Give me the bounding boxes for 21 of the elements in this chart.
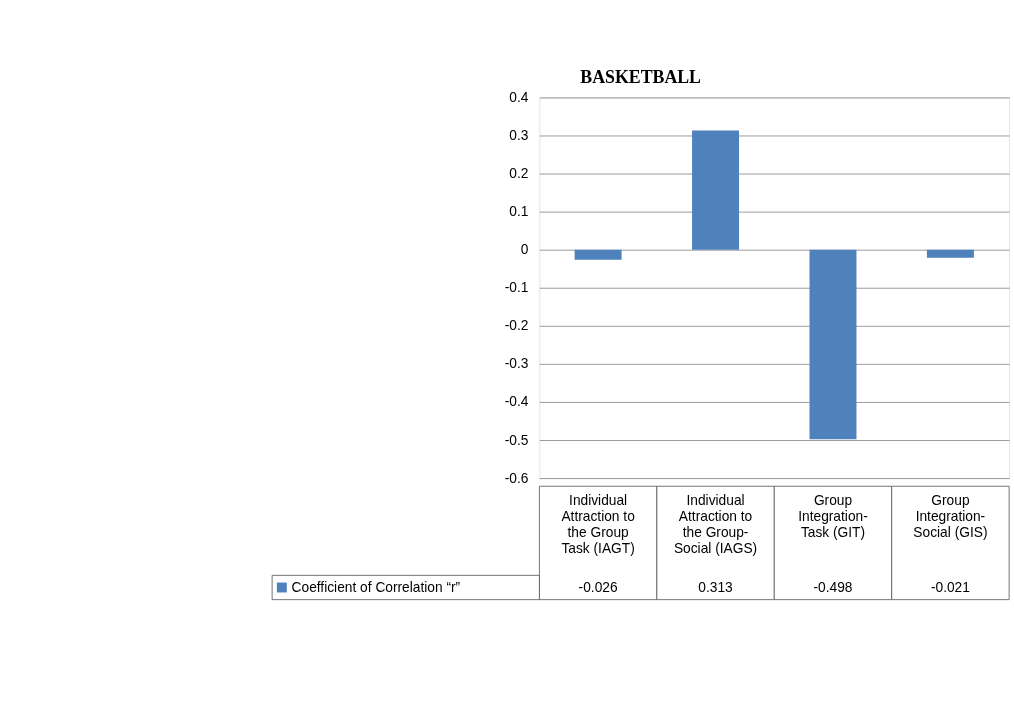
- data-label: -0.021: [930, 580, 970, 596]
- y-tick-label: 0.4: [509, 89, 529, 105]
- y-tick-label: -0.5: [504, 432, 529, 448]
- data-label: 0.313: [698, 580, 734, 596]
- y-tick-label: -0.1: [504, 280, 529, 296]
- y-tick-label: 0.2: [509, 166, 529, 182]
- data-label: -0.026: [578, 580, 618, 596]
- chart-title: BASKETBALL: [580, 66, 702, 87]
- x-tick-label: Individual Attraction to the Group Task (IAGT): [561, 492, 636, 557]
- y-tick-label: -0.6: [504, 470, 529, 486]
- y-tick-label: 0.3: [509, 128, 529, 144]
- y-tick-label: 0: [520, 242, 529, 258]
- x-tick-label: Individual Attraction to the Group- Social (IAGS): [673, 492, 758, 557]
- y-tick-label: -0.2: [504, 318, 529, 334]
- legend-label: Coefficient of Correlation “r”: [291, 579, 461, 595]
- y-tick-label: -0.4: [504, 394, 529, 410]
- y-tick-label: 0.1: [509, 204, 529, 220]
- data-label: -0.498: [813, 580, 853, 596]
- x-tick-label: Group Integration-Task (GIT): [798, 492, 868, 541]
- x-tick-label: Group Integration-Social (GIS): [913, 492, 988, 541]
- y-tick-label: -0.3: [504, 356, 529, 372]
